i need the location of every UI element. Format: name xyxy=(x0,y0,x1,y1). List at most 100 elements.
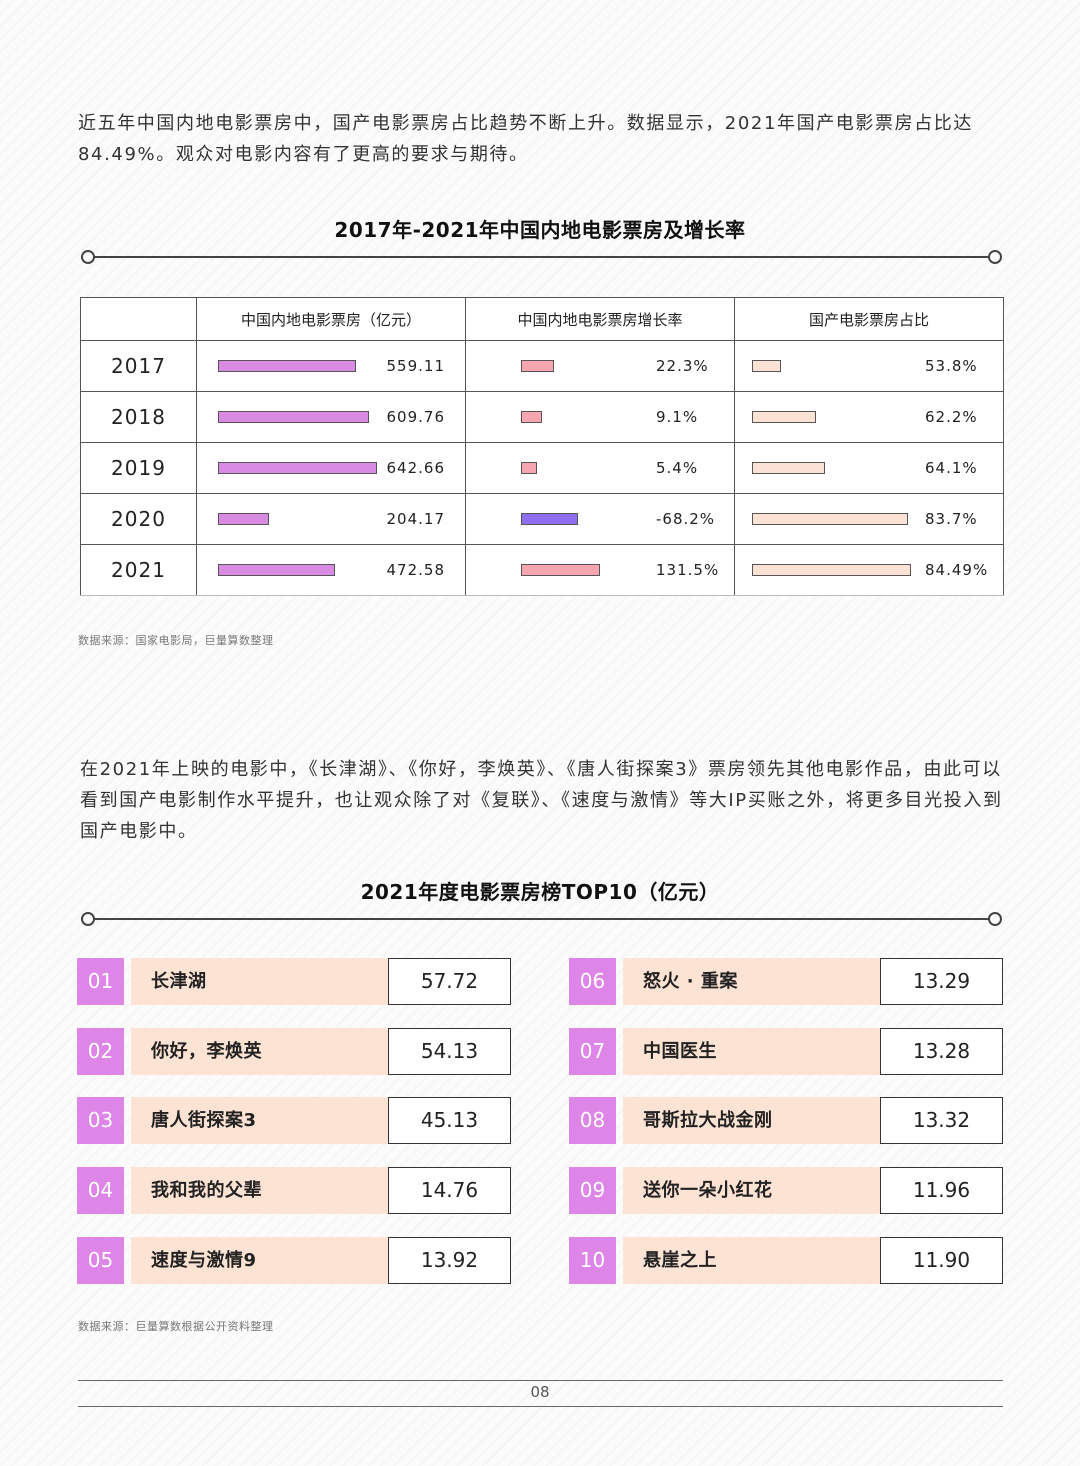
year-cell: 2021 xyxy=(80,544,197,596)
table-row: 2018 609.76 9.1% 62.2% xyxy=(80,391,1004,443)
rank-number: 07 xyxy=(569,1027,616,1075)
chart2-divider xyxy=(88,918,995,920)
movie-title: 送你一朵小红花 xyxy=(623,1167,880,1215)
movie-title-text: 唐人街探案3 xyxy=(151,1110,257,1132)
divider-left-dot xyxy=(81,250,95,264)
year-cell: 2017 xyxy=(80,340,197,392)
domestic-share-bar xyxy=(752,360,781,372)
ranking-row: 01 长津湖 57.72 xyxy=(77,958,511,1005)
c3-cell: 62.2% xyxy=(734,391,1004,443)
growth-rate-bar xyxy=(521,513,578,525)
c2-cell: -68.2% xyxy=(465,493,735,545)
domestic-share-value: 84.49% xyxy=(925,561,989,579)
intro-paragraph: 近五年中国内地电影票房中，国产电影票房占比趋势不断上升。数据显示，2021年国产… xyxy=(78,113,974,165)
table-row: 2021 472.58 131.5% 84.49% xyxy=(80,544,1004,596)
movie-title: 中国医生 xyxy=(623,1027,880,1075)
chart2-title: 2021年度电影票房榜TOP10（亿元） xyxy=(360,880,720,904)
header-growth-rate: 中国内地电影票房增长率 xyxy=(465,297,735,341)
domestic-share-value: 53.8% xyxy=(925,357,978,375)
domestic-share-bar xyxy=(752,462,825,474)
growth-rate-value: -68.2% xyxy=(656,510,716,528)
ranking-row: 05 速度与激情9 13.92 xyxy=(77,1236,511,1284)
box-office-value: 45.13 xyxy=(388,1097,511,1145)
box-office-bar xyxy=(218,462,377,474)
box-office-bar xyxy=(218,411,369,423)
movie-title: 哥斯拉大战金刚 xyxy=(623,1097,880,1145)
box-office-value: 642.66 xyxy=(386,459,445,477)
c3-cell: 53.8% xyxy=(734,340,1004,392)
c1-cell: 642.66 xyxy=(196,442,466,494)
domestic-share-value: 64.1% xyxy=(925,459,978,477)
c3-cell: 83.7% xyxy=(734,493,1004,545)
box-office-value: 54.13 xyxy=(388,1027,511,1075)
footer-line-bottom xyxy=(78,1406,1003,1407)
domestic-share-bar xyxy=(752,564,911,576)
year-cell: 2018 xyxy=(80,391,197,443)
c2-cell: 5.4% xyxy=(465,442,735,494)
box-office-value: 13.92 xyxy=(388,1236,511,1284)
table-row: 2017 559.11 22.3% 53.8% xyxy=(80,340,1004,392)
header-domestic-share: 国产电影票房占比 xyxy=(734,297,1004,341)
chart1-source: 数据来源：国家电影局，巨量算数整理 xyxy=(78,634,274,647)
movie-title-text: 送你一朵小红花 xyxy=(643,1180,773,1202)
growth-rate-bar xyxy=(521,564,600,576)
ranking-row: 02 你好，李焕英 54.13 xyxy=(77,1027,511,1075)
rank-number: 06 xyxy=(569,958,616,1005)
growth-rate-bar xyxy=(521,411,542,423)
movie-title: 怒火 · 重案 xyxy=(623,958,880,1005)
box-office-bar xyxy=(218,360,356,372)
movie-title-text: 速度与激情9 xyxy=(151,1249,257,1271)
ranking-row: 10 悬崖之上 11.90 xyxy=(569,1236,1003,1284)
rank-number: 03 xyxy=(77,1097,124,1145)
c1-cell: 559.11 xyxy=(196,340,466,392)
c2-cell: 131.5% xyxy=(465,544,735,596)
c3-cell: 64.1% xyxy=(734,442,1004,494)
box-office-value: 13.29 xyxy=(880,958,1003,1005)
box-office-table: 中国内地电影票房（亿元） 中国内地电影票房增长率 国产电影票房占比 2017 55… xyxy=(80,297,1004,596)
growth-rate-bar xyxy=(521,360,554,372)
divider-right-dot xyxy=(988,250,1002,264)
rank-number: 01 xyxy=(77,958,124,1005)
box-office-bar xyxy=(218,564,335,576)
growth-rate-value: 5.4% xyxy=(656,459,699,477)
movie-title: 悬崖之上 xyxy=(623,1236,880,1284)
growth-rate-value: 131.5% xyxy=(656,561,720,579)
movie-title-text: 悬崖之上 xyxy=(643,1249,717,1271)
growth-rate-value: 22.3% xyxy=(656,357,709,375)
rank-number: 04 xyxy=(77,1167,124,1215)
year-cell: 2019 xyxy=(80,442,197,494)
c1-cell: 204.17 xyxy=(196,493,466,545)
domestic-share-bar xyxy=(752,411,816,423)
movie-title-text: 哥斯拉大战金刚 xyxy=(643,1110,773,1132)
rank-number: 08 xyxy=(569,1097,616,1145)
movie-title-text: 怒火 · 重案 xyxy=(643,971,738,992)
movie-title-text: 你好，李焕英 xyxy=(151,1040,262,1062)
box-office-value: 14.76 xyxy=(388,1167,511,1215)
movie-title: 我和我的父辈 xyxy=(131,1167,388,1215)
movie-title-text: 长津湖 xyxy=(151,971,207,992)
domestic-share-value: 62.2% xyxy=(925,408,978,426)
table-row: 2019 642.66 5.4% 64.1% xyxy=(80,442,1004,494)
chart1-divider xyxy=(88,256,995,258)
year-cell: 2020 xyxy=(80,493,197,545)
footer-line-top xyxy=(78,1380,1003,1381)
box-office-value: 13.32 xyxy=(880,1097,1003,1145)
rank-number: 10 xyxy=(569,1236,616,1284)
ranking-row: 04 我和我的父辈 14.76 xyxy=(77,1167,511,1215)
c3-cell: 84.49% xyxy=(734,544,1004,596)
rank-number: 05 xyxy=(77,1236,124,1284)
chart1-title: 2017年-2021年中国内地电影票房及增长率 xyxy=(334,218,746,242)
page-number: 08 xyxy=(530,1383,550,1401)
movie-title: 你好，李焕英 xyxy=(131,1027,428,1075)
box-office-value: 13.28 xyxy=(880,1027,1003,1075)
movie-title: 唐人街探案3 xyxy=(131,1097,428,1145)
middle-paragraph: 在2021年上映的电影中，《长津湖》、《你好，李焕英》、《唐人街探案3》票房领先… xyxy=(80,759,1003,842)
box-office-value: 11.96 xyxy=(880,1167,1003,1215)
domestic-share-value: 83.7% xyxy=(925,510,978,528)
growth-rate-bar xyxy=(521,462,537,474)
ranking-row: 09 送你一朵小红花 11.96 xyxy=(569,1167,1003,1215)
ranking-row: 06 怒火 · 重案 13.29 xyxy=(569,958,1003,1005)
ranking-row: 07 中国医生 13.28 xyxy=(569,1027,1003,1075)
domestic-share-bar xyxy=(752,513,908,525)
divider-right-dot xyxy=(988,912,1002,926)
